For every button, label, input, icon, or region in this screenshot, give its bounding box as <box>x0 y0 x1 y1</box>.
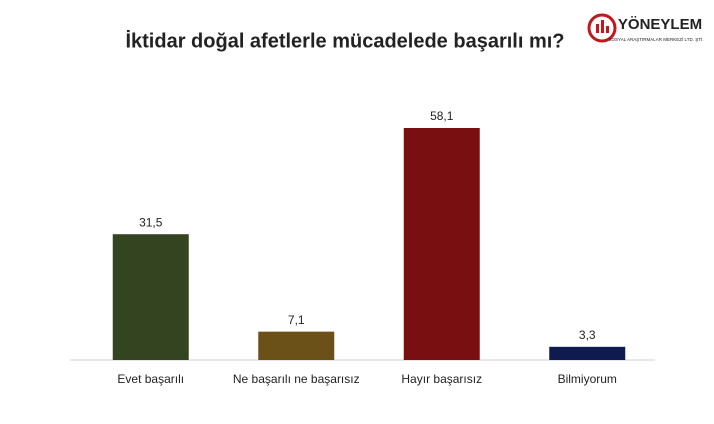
logo-icon-bar <box>601 20 604 33</box>
logo-name: YÖNEYLEM <box>618 16 702 33</box>
x-tick-label: Evet başarılı <box>117 372 184 386</box>
logo-icon-bar <box>596 24 599 33</box>
x-tick-label: Ne başarılı ne başarısız <box>233 372 360 386</box>
value-label: 31,5 <box>139 215 163 229</box>
logo-subtitle: SOSYAL ARAŞTIRMALAR MERKEZİ LTD. ŞTİ. <box>609 36 704 42</box>
value-label: 58,1 <box>430 109 454 123</box>
logo: YÖNEYLEM SOSYAL ARAŞTIRMALAR MERKEZİ LTD… <box>587 13 704 43</box>
bar <box>112 234 189 360</box>
logo-icon <box>587 13 617 43</box>
value-label: 3,3 <box>579 328 596 342</box>
bar <box>549 346 626 360</box>
chart-title: İktidar doğal afetlerle mücadelede başar… <box>125 29 564 52</box>
logo-icon-bar <box>606 26 609 33</box>
bar <box>403 127 480 360</box>
x-tick-label: Hayır başarısız <box>401 372 482 386</box>
x-tick-label: Bilmiyorum <box>558 372 617 386</box>
value-label: 7,1 <box>288 313 305 327</box>
bar <box>258 331 335 360</box>
